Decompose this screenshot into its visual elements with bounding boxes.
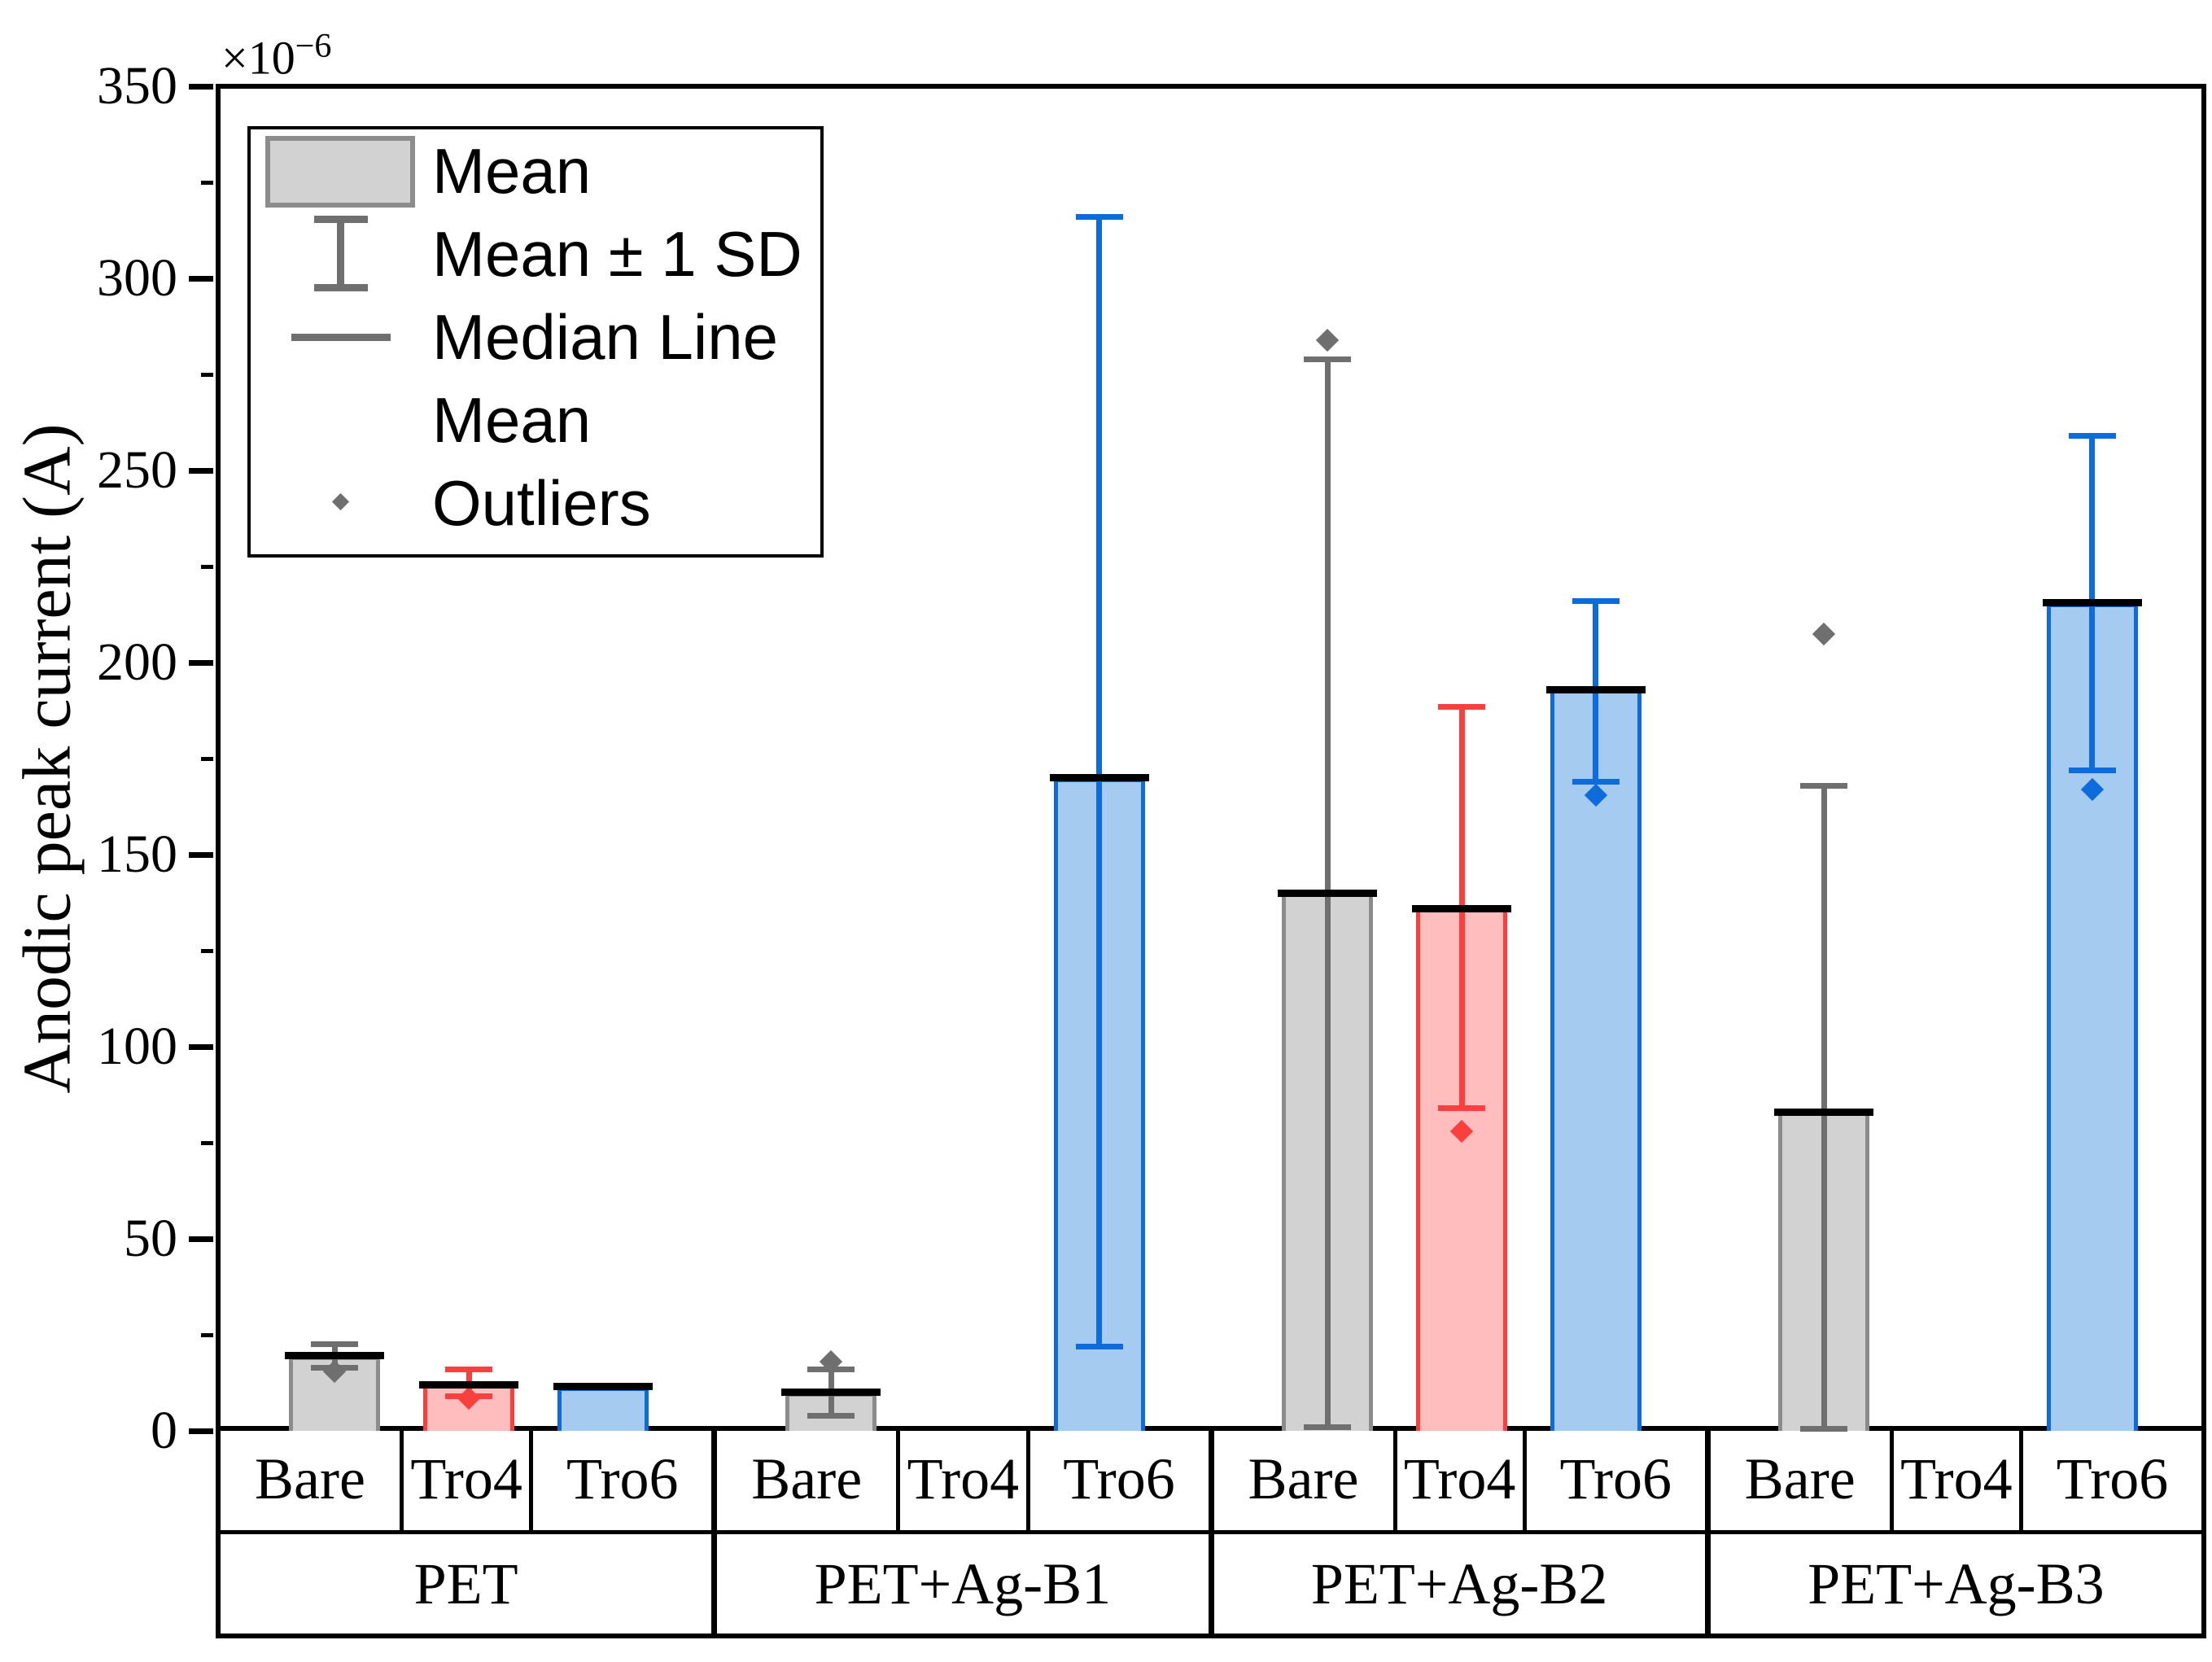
x-category-cell-PET+Ag-B1-Tro4: Tro4	[900, 1428, 1030, 1530]
x-category-group-PET: Bare Tro4 Tro6	[221, 1428, 718, 1530]
legend-item-outlier-diamond: Outliers	[251, 461, 820, 545]
y-axis-minor-tick	[201, 564, 213, 569]
y-axis-minor-tick	[201, 948, 213, 953]
y-axis-major-tick	[189, 83, 213, 90]
x-category-cell-PET+Ag-B1-Tro6: Tro6	[1063, 1446, 1175, 1511]
x-category-cell-PET-Bare: Bare	[221, 1428, 404, 1530]
y-axis-multiplier: ×10−6	[221, 18, 331, 86]
multiplier-base: ×10	[221, 31, 295, 85]
x-category-group-PET+Ag-B1: Bare Tro4 Tro6	[717, 1428, 1214, 1530]
y-axis-minor-tick	[201, 1332, 213, 1337]
x-group-cell-PET+Ag-B1: PET+Ag-B1	[717, 1534, 1214, 1634]
x-group-cell-PET+Ag-B2: PET+Ag-B2	[1214, 1534, 1711, 1634]
outlier-diamond-glyph	[331, 492, 350, 511]
y-axis-major-tick	[189, 1236, 213, 1242]
legend-item-label: Median Line	[432, 301, 778, 373]
x-category-cell-PET+Ag-B2-Bare: Bare	[1214, 1428, 1397, 1530]
y-axis-major-tick	[189, 659, 213, 666]
legend-mean-box-icon	[259, 129, 430, 212]
y-axis-tick-label: 350	[97, 56, 177, 116]
x-category-group-PET+Ag-B3: Bare Tro4 Tro6	[1711, 1428, 2201, 1530]
legend-error-bar-icon	[259, 212, 430, 295]
multiplier-exponent: −6	[295, 28, 332, 65]
legend-outlier-diamond-icon	[259, 461, 430, 545]
x-category-cell-PET+Ag-B3-Bare: Bare	[1711, 1428, 1894, 1530]
legend-item-median-line: Median Line	[251, 295, 820, 378]
legend-item-label: Outliers	[432, 467, 651, 539]
x-category-cell-PET-Tro6: Tro6	[566, 1446, 679, 1511]
mean-box-glyph	[265, 136, 415, 208]
legend: Mean Mean ± 1 SD Median Line Mean Outliers	[247, 126, 824, 558]
x-group-cell-PET: PET	[221, 1534, 718, 1634]
y-axis-minor-tick	[201, 372, 213, 377]
legend-item-label: Mean ± 1 SD	[432, 218, 802, 290]
legend-item-none: Mean	[251, 378, 820, 461]
x-category-cell-PET+Ag-B2-Tro4: Tro4	[1397, 1428, 1527, 1530]
y-axis-major-tick	[189, 275, 213, 282]
legend-item-error-bar: Mean ± 1 SD	[251, 212, 820, 295]
x-category-cell-PET+Ag-B3-Tro6: Tro6	[2056, 1446, 2169, 1511]
x-axis-table: Bare Tro4 Tro6 Bare Tro4 Tro6 Bare Tro4 Tro6 Bare…	[216, 1428, 2206, 1638]
y-axis-tick-label: 50	[124, 1209, 177, 1268]
y-axis-major-tick	[189, 467, 213, 474]
x-category-cell-PET+Ag-B1-Bare: Bare	[717, 1428, 901, 1530]
x-category-cell-PET-Tro4: Tro4	[404, 1428, 534, 1530]
median-line-glyph	[291, 334, 391, 341]
x-category-group-PET+Ag-B2: Bare Tro4 Tro6	[1214, 1428, 1711, 1530]
y-axis-minor-tick	[201, 756, 213, 761]
y-axis-major-tick	[189, 1428, 213, 1434]
y-axis-tick-label: 300	[97, 248, 177, 308]
x-axis-category-row: Bare Tro4 Tro6 Bare Tro4 Tro6 Bare Tro4 Tro6 Bare…	[221, 1428, 2201, 1534]
y-axis-major-tick	[189, 851, 213, 858]
y-axis-minor-tick	[201, 180, 213, 185]
legend-item-label: Mean	[432, 135, 592, 207]
legend-median-line-icon	[259, 295, 430, 378]
x-group-cell-PET+Ag-B3: PET+Ag-B3	[1808, 1550, 2105, 1616]
x-category-cell-PET+Ag-B3-Tro4: Tro4	[1894, 1428, 2023, 1530]
legend-no-symbol	[259, 378, 430, 461]
y-axis-minor-tick	[201, 1140, 213, 1145]
y-axis-title: Anodic peak current (A)	[9, 423, 85, 1094]
x-category-cell-PET+Ag-B2-Tro6: Tro6	[1559, 1446, 1672, 1511]
y-axis-tick-label: 0	[151, 1401, 177, 1460]
x-axis-group-row: PET PET+Ag-B1 PET+Ag-B2 PET+Ag-B3	[221, 1534, 2201, 1634]
y-axis-major-tick	[189, 1043, 213, 1050]
legend-item-label: Mean	[432, 384, 592, 456]
error-bar-glyph	[337, 217, 344, 291]
legend-item-mean-box: Mean	[251, 129, 820, 212]
